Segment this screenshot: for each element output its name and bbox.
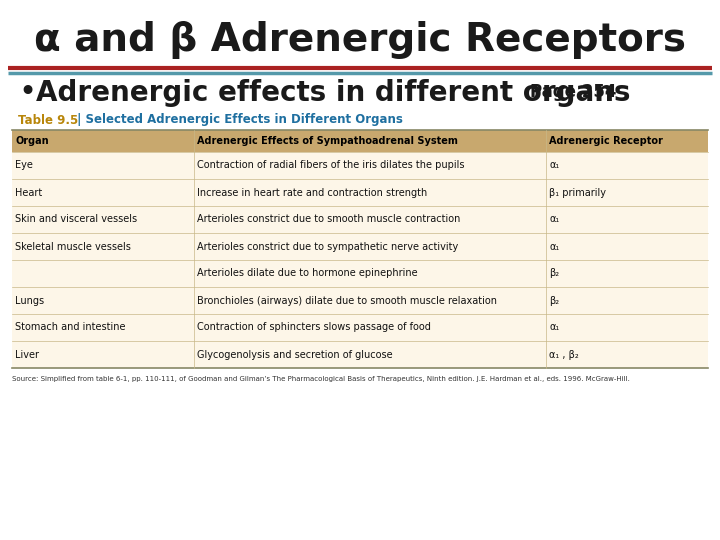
- Text: Glycogenolysis and secretion of glucose: Glycogenolysis and secretion of glucose: [197, 349, 392, 360]
- Text: Arterioles constrict due to smooth muscle contraction: Arterioles constrict due to smooth muscl…: [197, 214, 460, 225]
- Text: Adrenergic effects in different organs: Adrenergic effects in different organs: [36, 79, 631, 107]
- Text: Source: Simplified from table 6-1, pp. 110-111, of Goodman and Gilman’s The Phar: Source: Simplified from table 6-1, pp. 1…: [12, 376, 630, 382]
- Bar: [12, 206, 708, 233]
- Text: β₂: β₂: [549, 295, 559, 306]
- Bar: [12, 130, 708, 152]
- Text: Stomach and intestine: Stomach and intestine: [15, 322, 125, 333]
- Text: Skeletal muscle vessels: Skeletal muscle vessels: [15, 241, 131, 252]
- Text: Arterioles dilate due to hormone epinephrine: Arterioles dilate due to hormone epineph…: [197, 268, 418, 279]
- Text: Liver: Liver: [15, 349, 39, 360]
- Text: Bronchioles (airways) dilate due to smooth muscle relaxation: Bronchioles (airways) dilate due to smoo…: [197, 295, 497, 306]
- Text: α₁: α₁: [549, 214, 559, 225]
- Text: Lungs: Lungs: [15, 295, 44, 306]
- Text: Adrenergic Effects of Sympathoadrenal System: Adrenergic Effects of Sympathoadrenal Sy…: [197, 136, 458, 146]
- Text: Table 9.5: Table 9.5: [18, 113, 78, 126]
- Text: α₁: α₁: [549, 160, 559, 171]
- Bar: [12, 287, 708, 314]
- Text: α₁: α₁: [549, 322, 559, 333]
- Text: | Selected Adrenergic Effects in Different Organs: | Selected Adrenergic Effects in Differe…: [73, 113, 403, 126]
- Text: α and β Adrenergic Receptors: α and β Adrenergic Receptors: [34, 21, 686, 59]
- Text: Page 254: Page 254: [530, 83, 616, 101]
- Text: Eye: Eye: [15, 160, 33, 171]
- Text: α₁: α₁: [549, 241, 559, 252]
- Text: Skin and visceral vessels: Skin and visceral vessels: [15, 214, 137, 225]
- Text: Increase in heart rate and contraction strength: Increase in heart rate and contraction s…: [197, 187, 427, 198]
- Text: β₁ primarily: β₁ primarily: [549, 187, 606, 198]
- Bar: [12, 233, 708, 260]
- Text: Adrenergic Receptor: Adrenergic Receptor: [549, 136, 663, 146]
- Text: Contraction of sphincters slows passage of food: Contraction of sphincters slows passage …: [197, 322, 431, 333]
- Text: Heart: Heart: [15, 187, 42, 198]
- Text: •: •: [18, 78, 36, 107]
- Text: Arterioles constrict due to sympathetic nerve activity: Arterioles constrict due to sympathetic …: [197, 241, 458, 252]
- Text: α₁ , β₂: α₁ , β₂: [549, 349, 579, 360]
- Text: Contraction of radial fibers of the iris dilates the pupils: Contraction of radial fibers of the iris…: [197, 160, 464, 171]
- Bar: [12, 179, 708, 206]
- Bar: [12, 260, 708, 287]
- Text: β₂: β₂: [549, 268, 559, 279]
- Bar: [12, 341, 708, 368]
- Text: Organ: Organ: [15, 136, 49, 146]
- Bar: [12, 314, 708, 341]
- Bar: [12, 152, 708, 179]
